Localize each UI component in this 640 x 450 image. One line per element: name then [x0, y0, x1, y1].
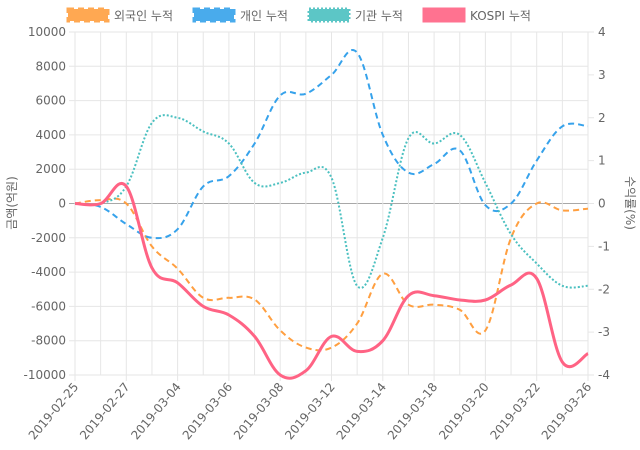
y-tick-label: 2000 [35, 162, 66, 176]
y-tick-label: -4000 [31, 265, 66, 279]
legend-label: KOSPI 누적 [470, 9, 531, 23]
y-axis-ticks: 10000 8000 6000 4000 2000 0 -2000 -4000 -6000 -80… [23, 25, 66, 382]
legend-swatch [307, 7, 351, 23]
gridlines [69, 31, 594, 381]
y-tick-label: 8000 [35, 59, 66, 73]
legend-swatch [66, 7, 110, 23]
x-tick-label: 2019-03-18 [385, 380, 441, 442]
x-tick-label: 2019-02-27 [77, 380, 133, 442]
series-line-3 [74, 114, 589, 289]
legend-item-2[interactable]: 개인 누적 [192, 7, 288, 23]
y2-tick-label: -2 [598, 282, 610, 296]
series-line-2 [74, 49, 589, 240]
y-tick-label: 4000 [35, 128, 66, 142]
x-axis-ticks: 2019-02-252019-02-272019-03-042019-03-06… [26, 380, 595, 442]
series-line-4 [74, 182, 589, 380]
legend-item-3[interactable]: 기관 누적 [307, 7, 403, 23]
y-tick-label: 10000 [28, 25, 66, 39]
x-tick-label: 2019-03-14 [334, 380, 390, 442]
y2-tick-label: -3 [598, 325, 610, 339]
y2-tick-label: -4 [598, 368, 610, 382]
x-tick-label: 2019-03-04 [128, 380, 184, 442]
legend-item-4[interactable]: KOSPI 누적 [422, 7, 531, 23]
y2-axis-title: 수익률(%) [623, 176, 637, 230]
series-lines [74, 49, 589, 380]
legend-label: 외국인 누적 [114, 9, 173, 23]
y-tick-label: 0 [58, 197, 66, 211]
y2-tick-label: 4 [598, 25, 606, 39]
y2-tick-label: 0 [598, 197, 606, 211]
y2-tick-label: 1 [598, 154, 606, 168]
y-tick-label: -6000 [31, 299, 66, 313]
x-tick-label: 2019-03-22 [487, 380, 543, 442]
y-tick-label: 6000 [35, 94, 66, 108]
x-tick-label: 2019-03-08 [231, 380, 287, 442]
y2-tick-label: 3 [598, 68, 606, 82]
y2-tick-label: 2 [598, 111, 606, 125]
legend-label: 개인 누적 [240, 9, 288, 23]
y-tick-label: -2000 [31, 231, 66, 245]
y-axis-title: 금액(억원) [5, 176, 19, 230]
legend: 외국인 누적 개인 누적 기관 누적 KOSPI 누적 [66, 7, 531, 23]
legend-swatch [422, 7, 466, 23]
legend-label: 기관 누적 [355, 9, 403, 23]
legend-item-1[interactable]: 외국인 누적 [66, 7, 173, 23]
x-tick-label: 2019-03-20 [436, 380, 492, 442]
y-tick-label: -8000 [31, 334, 66, 348]
legend-swatch [192, 7, 236, 23]
x-tick-label: 2019-03-26 [539, 380, 595, 442]
y2-axis-ticks: 4 3 2 1 0 -1 -2 -3 -4 [598, 25, 610, 382]
y-tick-label: -10000 [23, 368, 66, 382]
series-line-1 [74, 197, 589, 352]
x-tick-label: 2019-03-12 [282, 380, 338, 442]
x-tick-label: 2019-03-06 [180, 380, 236, 442]
x-tick-label: 2019-02-25 [26, 380, 82, 442]
y2-tick-label: -1 [598, 239, 610, 253]
